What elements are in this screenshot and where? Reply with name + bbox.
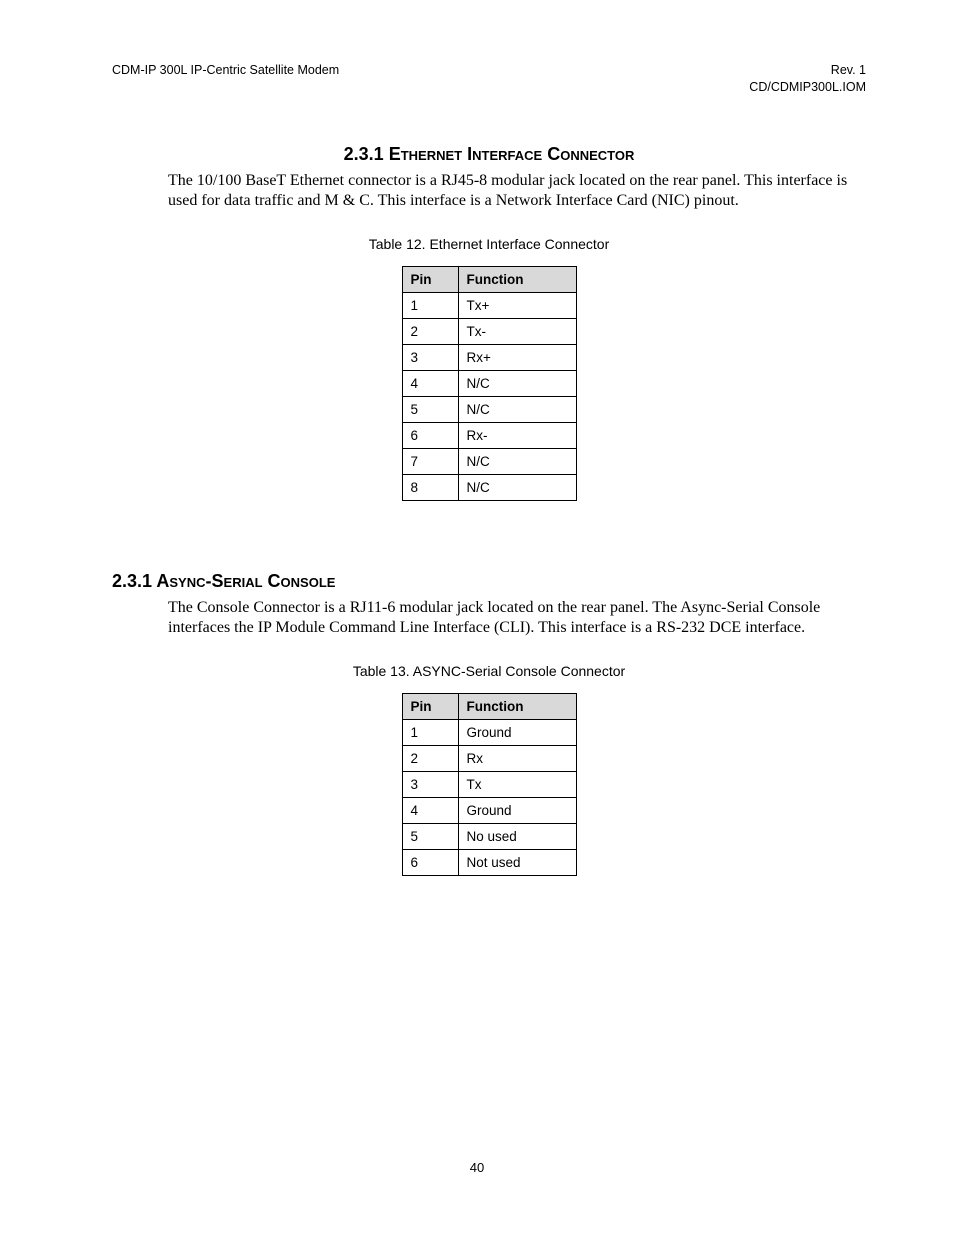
- cell-func: Tx: [458, 771, 576, 797]
- heading-word: Interface: [467, 144, 542, 164]
- cell-pin: 4: [402, 797, 458, 823]
- section-number: 2.3.1: [344, 144, 384, 164]
- cell-func: Rx: [458, 745, 576, 771]
- cell-func: N/C: [458, 448, 576, 474]
- cell-func: Tx-: [458, 318, 576, 344]
- heading-word: Connector: [547, 144, 634, 164]
- cell-pin: 1: [402, 719, 458, 745]
- section2-paragraph: The Console Connector is a RJ11-6 modula…: [112, 598, 866, 639]
- col-header-pin: Pin: [402, 266, 458, 292]
- table12: Pin Function 1Tx+ 2Tx- 3Rx+ 4N/C 5N/C 6R…: [402, 266, 577, 501]
- table-row: 6Not used: [402, 849, 576, 875]
- header-left: CDM-IP 300L IP-Centric Satellite Modem: [112, 62, 339, 96]
- heading-word: Console: [268, 571, 336, 591]
- cell-func: N/C: [458, 396, 576, 422]
- section-number: 2.3.1: [112, 571, 152, 591]
- cell-pin: 6: [402, 849, 458, 875]
- header-rev: Rev. 1: [749, 62, 866, 79]
- cell-pin: 4: [402, 370, 458, 396]
- cell-func: Rx+: [458, 344, 576, 370]
- heading-word: Ethernet: [389, 144, 462, 164]
- table-header-row: Pin Function: [402, 266, 576, 292]
- heading-word: Async-Serial: [156, 571, 262, 591]
- table-row: 1Tx+: [402, 292, 576, 318]
- cell-pin: 5: [402, 396, 458, 422]
- cell-pin: 8: [402, 474, 458, 500]
- table-row: 5No used: [402, 823, 576, 849]
- table-row: 3Rx+: [402, 344, 576, 370]
- table-header-row: Pin Function: [402, 693, 576, 719]
- cell-func: Not used: [458, 849, 576, 875]
- cell-pin: 1: [402, 292, 458, 318]
- header-docid: CD/CDMIP300L.IOM: [749, 79, 866, 96]
- table-row: 3Tx: [402, 771, 576, 797]
- table-row: 2Tx-: [402, 318, 576, 344]
- section-heading-async-serial: 2.3.1 Async-Serial Console: [112, 571, 866, 592]
- page-header: CDM-IP 300L IP-Centric Satellite Modem R…: [112, 62, 866, 96]
- cell-func: No used: [458, 823, 576, 849]
- cell-pin: 5: [402, 823, 458, 849]
- cell-func: Tx+: [458, 292, 576, 318]
- cell-func: N/C: [458, 474, 576, 500]
- table13: Pin Function 1Ground 2Rx 3Tx 4Ground 5No…: [402, 693, 577, 876]
- table-row: 8N/C: [402, 474, 576, 500]
- table13-caption: Table 13. ASYNC-Serial Console Connector: [112, 663, 866, 679]
- table-row: 2Rx: [402, 745, 576, 771]
- table-row: 4N/C: [402, 370, 576, 396]
- col-header-function: Function: [458, 266, 576, 292]
- col-header-pin: Pin: [402, 693, 458, 719]
- page-number: 40: [0, 1160, 954, 1175]
- cell-func: Ground: [458, 797, 576, 823]
- header-right: Rev. 1 CD/CDMIP300L.IOM: [749, 62, 866, 96]
- cell-pin: 3: [402, 771, 458, 797]
- section1-paragraph: The 10/100 BaseT Ethernet connector is a…: [112, 171, 866, 212]
- cell-func: Ground: [458, 719, 576, 745]
- cell-pin: 6: [402, 422, 458, 448]
- cell-func: N/C: [458, 370, 576, 396]
- table-row: 7N/C: [402, 448, 576, 474]
- cell-pin: 2: [402, 745, 458, 771]
- col-header-function: Function: [458, 693, 576, 719]
- table-row: 5N/C: [402, 396, 576, 422]
- cell-func: Rx-: [458, 422, 576, 448]
- table12-caption: Table 12. Ethernet Interface Connector: [112, 236, 866, 252]
- cell-pin: 7: [402, 448, 458, 474]
- cell-pin: 3: [402, 344, 458, 370]
- table-row: 4Ground: [402, 797, 576, 823]
- cell-pin: 2: [402, 318, 458, 344]
- section-heading-ethernet: 2.3.1 Ethernet Interface Connector: [282, 144, 696, 165]
- table-row: 1Ground: [402, 719, 576, 745]
- table-row: 6Rx-: [402, 422, 576, 448]
